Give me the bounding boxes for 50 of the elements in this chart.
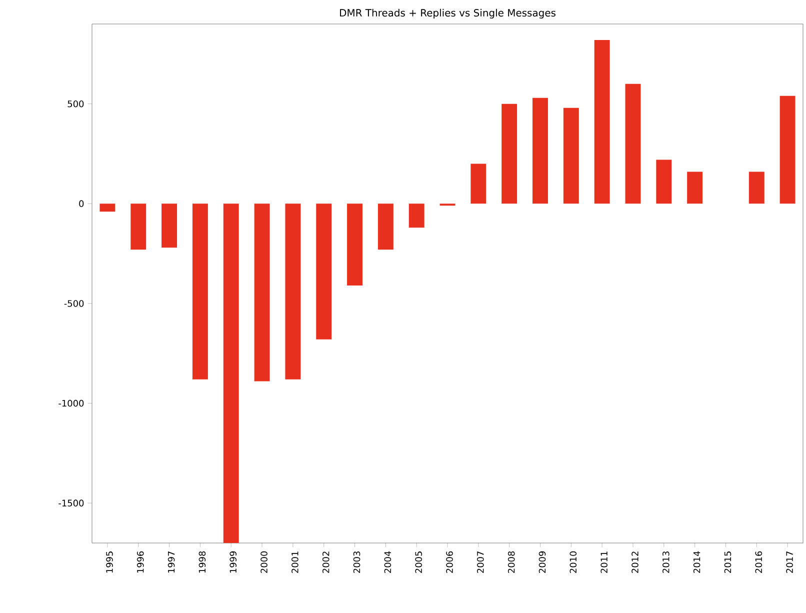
bar [223, 204, 239, 543]
bar [532, 98, 548, 204]
y-tick-label: -1000 [58, 400, 84, 407]
x-tick-label: 2008 [508, 551, 515, 573]
x-tick-label: 2006 [446, 551, 453, 573]
x-tick-label: 1995 [106, 552, 113, 573]
x-tick-label: 2004 [384, 551, 392, 573]
x-tick-label: 2005 [415, 552, 422, 573]
bar [408, 204, 424, 228]
x-tick-label: 2010 [570, 551, 577, 573]
x-tick-label: 1997 [168, 552, 175, 573]
bar [378, 204, 394, 250]
bar [162, 204, 178, 248]
x-tick-label: 2015 [724, 552, 732, 573]
bar [285, 204, 301, 380]
bar [563, 108, 579, 204]
x-tick-label: 1999 [230, 551, 236, 573]
bar [656, 160, 672, 204]
x-tick-label: 1998 [198, 551, 206, 573]
x-tick-label: 2009 [538, 551, 546, 573]
x-tick-label: 2012 [632, 552, 638, 573]
bar [470, 164, 486, 204]
bar [780, 96, 796, 204]
x-tick-label: 2013 [662, 552, 670, 573]
bar [687, 172, 703, 204]
bar [254, 204, 270, 382]
x-tick-label: 2011 [600, 552, 608, 573]
x-tick-label: 2000 [260, 551, 268, 573]
bar [192, 204, 208, 380]
chart-title: DMR Threads + Replies vs Single Messages [340, 8, 556, 19]
x-tick-label: 2002 [322, 552, 330, 573]
y-tick-label: -1500 [58, 500, 84, 506]
x-tick-label: 1996 [136, 551, 144, 573]
y-tick-label: 0 [79, 200, 84, 208]
x-tick-label: 2007 [477, 552, 484, 573]
bar [748, 172, 764, 204]
bar [100, 204, 116, 212]
x-tick-label: 2003 [353, 552, 360, 573]
bar [625, 84, 641, 204]
bar [316, 204, 332, 340]
bar [130, 204, 146, 250]
x-tick-label: 2001 [292, 552, 298, 573]
x-tick-label: 2017 [786, 552, 793, 573]
bar [347, 204, 362, 286]
x-tick-label: 2014 [693, 551, 700, 573]
bar [502, 104, 518, 204]
x-tick-label: 2016 [755, 551, 762, 573]
y-tick-label: 500 [68, 100, 84, 108]
y-tick-label: -500 [64, 300, 84, 307]
bar [594, 40, 610, 204]
